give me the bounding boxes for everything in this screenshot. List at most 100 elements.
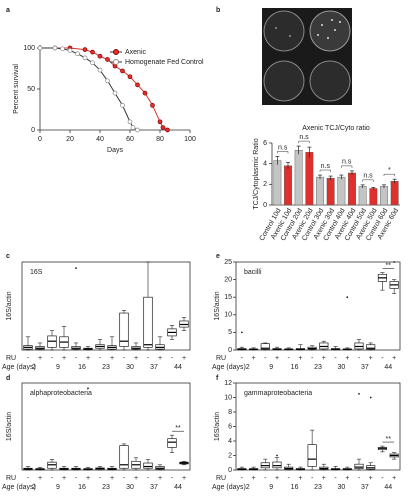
bar [326,177,335,206]
category-label: + [182,475,186,482]
colonies [275,19,341,39]
significance-label: ** [386,436,392,443]
x-axis-label: Days [107,147,123,154]
category-label: + [134,475,138,482]
bar [390,181,399,206]
category-label: - [27,355,30,362]
category-label: - [264,355,267,362]
panel-inner-label: gammaproteobacteria [244,390,312,397]
category-row-label: RU [216,355,226,362]
category-label: - [99,355,102,362]
category-label: - [171,355,174,362]
survival-point [105,78,110,84]
category-label: - [334,475,337,482]
group-label: 23 [102,364,110,371]
y-axis-label: Percent survival [13,64,20,114]
category-label: + [298,355,302,362]
legend-label: Axenic [125,49,147,56]
category-label: + [369,475,373,482]
bar [284,165,292,206]
category-label: - [334,355,337,362]
survival-point [127,74,133,80]
group-row-label: Age (days) [212,364,246,371]
survival-point [127,119,133,125]
group-label: 23 [314,364,322,371]
y-tick-label: 2 [263,181,267,188]
box [119,445,129,469]
y-tick-label: 0 [31,127,35,134]
category-label: - [241,355,244,362]
category-label: - [123,475,126,482]
category-label: + [322,475,326,482]
group-label: 2 [246,484,250,491]
category-label: - [99,475,102,482]
y-axis-label: 16S/actin [214,291,221,320]
significance-label: ** [175,425,181,432]
significance-bracket [383,173,395,177]
panel-inner-label: 16S [30,269,43,276]
survival-point [142,90,148,96]
y-tick-label: 6 [228,423,232,430]
survival-point [97,53,103,59]
group-label: 9 [56,364,60,371]
outlier [75,267,77,270]
category-label: - [27,475,30,482]
box [272,461,282,469]
x-tick-label: 80 [156,136,164,143]
survival-point [90,49,95,55]
x-tick-label: 0 [38,136,42,143]
y-tick-label: 10 [224,394,232,401]
group-label: 37 [361,364,369,371]
significance-label: n.s [363,173,373,180]
bar [294,150,303,206]
significance-bracket [341,165,353,168]
category-label: + [345,355,349,362]
bar [337,176,346,206]
y-tick-label: 0 [228,347,232,354]
significance-bracket [298,140,310,144]
category-label: + [158,355,162,362]
bar [273,160,282,206]
group-label: 16 [78,364,86,371]
bar [305,152,314,206]
group-label: 23 [102,484,110,491]
legend-label: Homogenate Fed Control [125,59,204,66]
plot-frame [235,261,401,351]
group-label: 16 [291,484,299,491]
y-tick-label: 15 [224,294,232,301]
bar [380,186,388,206]
box [167,438,177,448]
category-label: + [86,475,90,482]
survival-point [82,47,88,52]
group-label: 16 [78,484,86,491]
group-row-label: Age (days) [2,364,36,371]
outlier [346,296,349,299]
category-label: + [110,475,114,482]
box [260,343,270,350]
category-label: + [182,355,186,362]
category-row-label: RU [6,355,16,362]
category-label: - [358,355,361,362]
category-label: - [123,355,126,362]
significance-label: n.s [342,159,352,166]
panel-letter: a [6,7,10,14]
box [143,296,153,348]
survival-point [90,60,95,66]
category-label: + [252,355,256,362]
category-label: + [62,355,66,362]
category-label: - [288,355,291,362]
category-label: + [252,475,256,482]
category-label: - [51,355,54,362]
category-label: - [311,355,314,362]
group-label: 16 [291,364,299,371]
category-row-label: RU [6,475,16,482]
y-tick-label: 100 [23,45,35,52]
outlier [240,331,243,334]
y-tick-label: 0 [263,202,267,209]
outlier [369,396,372,399]
y-tick-label: 8 [228,409,232,416]
plot-frame [21,261,191,351]
survival-point [120,103,125,108]
category-label: - [75,355,78,362]
